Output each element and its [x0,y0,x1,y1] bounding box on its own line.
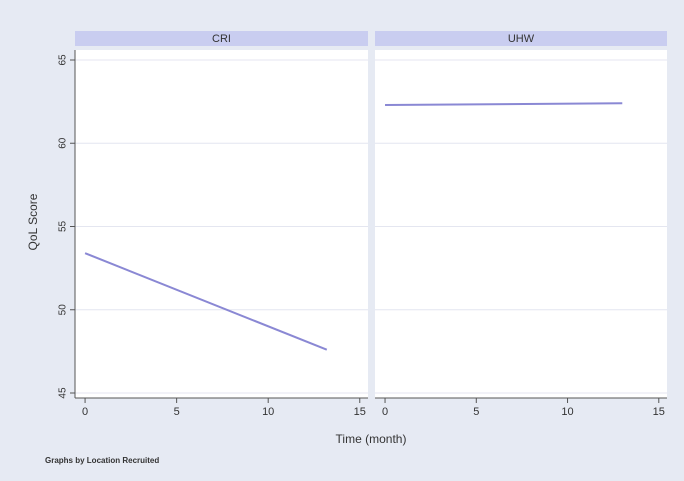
panel-header [75,31,368,46]
x-tick-label: 5 [174,406,180,418]
panel-title: UHW [508,33,535,45]
plot-area [375,50,667,398]
y-tick-label: 50 [58,304,69,316]
line [84,252,328,351]
x-tick-label: 0 [382,406,388,418]
y-tick-label: 45 [58,387,69,399]
x-tick-label: 0 [82,406,88,418]
y-tick-label: 65 [58,54,69,66]
plot-area [75,50,368,398]
y-tick-label: 55 [58,220,69,232]
note: Graphs by Location Recruited [45,456,159,465]
x-axis-label: Time (month) [336,432,407,446]
y-axis-label: QoL Score [26,193,40,250]
x-tick-label: 5 [473,406,479,418]
panel-title: CRI [212,33,231,45]
line [385,102,623,106]
x-tick-label: 15 [354,406,366,418]
x-tick-label: 10 [561,406,573,418]
x-tick-label: 10 [262,406,274,418]
x-tick-label: 15 [653,406,665,418]
y-tick-label: 60 [58,137,69,149]
panel-header [375,31,667,46]
